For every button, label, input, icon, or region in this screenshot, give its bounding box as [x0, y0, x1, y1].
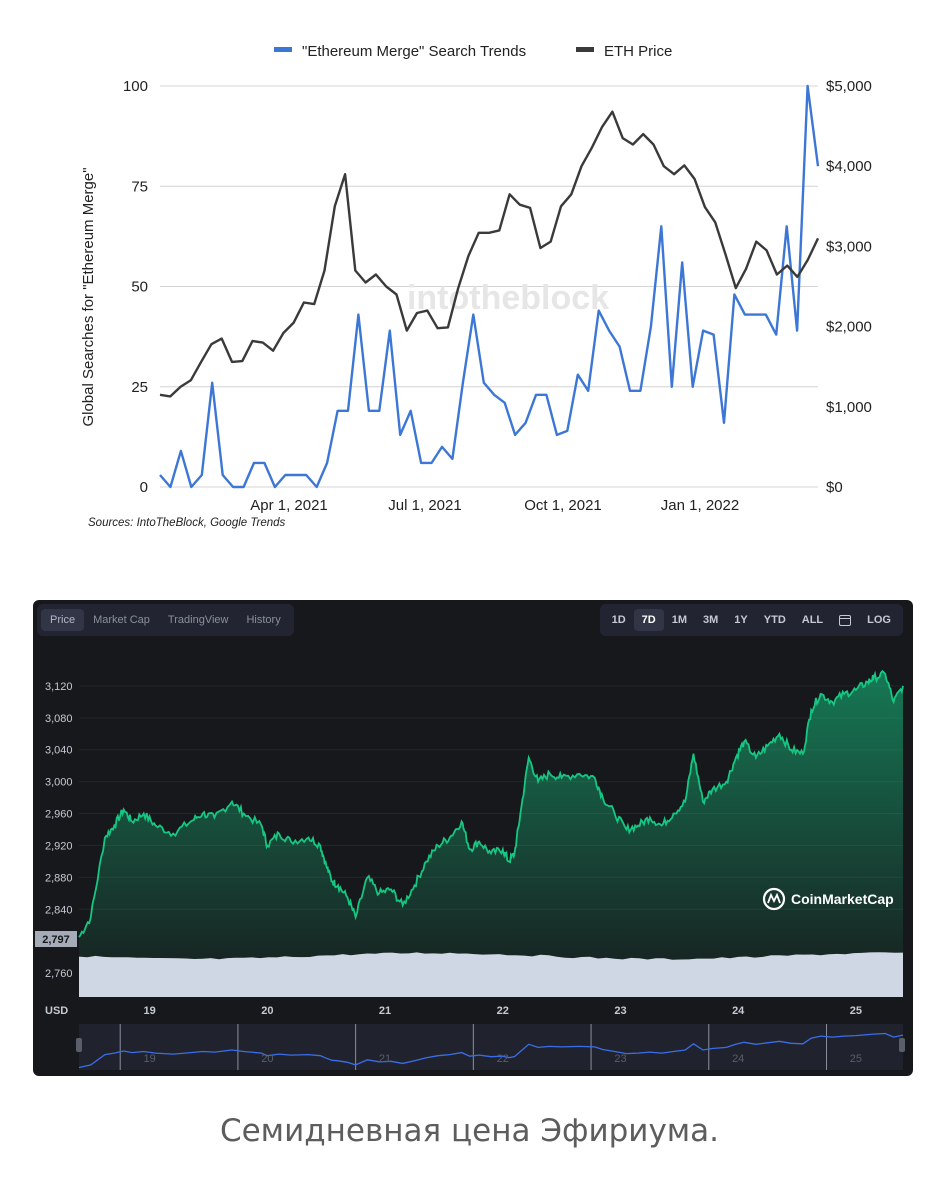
- navigator-tick-label: 23: [614, 1053, 626, 1065]
- navigator-right-handle[interactable]: [899, 1038, 905, 1052]
- source-note: Sources: IntoTheBlock, Google Trends: [88, 517, 286, 529]
- cmc-y-tick-label: 2,920: [45, 840, 73, 852]
- legend: "Ethereum Merge" Search Trends ETH Price: [274, 43, 672, 60]
- range-3m[interactable]: 3M: [703, 614, 719, 626]
- cmc-y-tick-label: 3,040: [45, 745, 73, 757]
- time-range-selector: 1D 7D 1M 3M 1Y YTD ALL LOG: [599, 604, 903, 636]
- legend-label-search: "Ethereum Merge" Search Trends: [302, 43, 526, 60]
- right-axis-ticks: $0 $1,000 $2,000 $3,000 $4,000 $5,000: [826, 78, 872, 496]
- price-marker-box: [35, 931, 77, 947]
- cmc-y-axis-ticks: 3,120 3,080 3,040 3,000 2,960 2,920 2,880 2,840…: [45, 681, 73, 980]
- navigator-line: [78, 1032, 904, 1069]
- left-tick-label: 25: [131, 379, 148, 396]
- range-1d[interactable]: 1D: [611, 614, 626, 626]
- cmc-x-tick-label: 22: [497, 1005, 509, 1017]
- cmc-x-tick-label: 25: [850, 1005, 862, 1017]
- right-tick-label: $4,000: [826, 158, 872, 175]
- coinmarketcap-widget: 3,120 3,080 3,040 3,000 2,960 2,920 2,880 2,840…: [33, 600, 913, 1076]
- range-7d[interactable]: 7D: [633, 609, 664, 631]
- navigator-day-dividers: [119, 1024, 827, 1070]
- cmc-x-tick-label: 23: [614, 1005, 626, 1017]
- x-tick-label: Jul 1, 2021: [388, 497, 461, 514]
- cmc-y-tick-label: 2,760: [45, 968, 73, 980]
- gridlines: [160, 85, 818, 488]
- cmc-x-tick-label: 20: [261, 1005, 273, 1017]
- price-marker-label: 2,797: [42, 934, 70, 946]
- cmc-y-tick-label: 3,000: [45, 777, 73, 789]
- search-trends-line: [159, 84, 820, 489]
- cmc-x-tick-label: 19: [144, 1005, 156, 1017]
- cmc-y-tick-label: 2,960: [45, 809, 73, 821]
- range-ytd[interactable]: YTD: [763, 614, 786, 626]
- tab-tradingview[interactable]: TradingView: [167, 614, 229, 626]
- legend-label-price: ETH Price: [604, 43, 672, 60]
- coinmarketcap-watermark: CoinMarketCap: [762, 887, 894, 911]
- price-line: [78, 669, 904, 938]
- cmc-x-tick-label: 21: [379, 1005, 391, 1017]
- range-1y[interactable]: 1Y: [734, 614, 748, 626]
- eth-merge-search-chart: intotheblock 0 25 50 75 100 $0 $1,000 $2,000 $3…: [80, 43, 872, 529]
- legend-swatch-search: [274, 47, 292, 52]
- current-price-marker: 2,797: [35, 931, 77, 947]
- currency-label: USD: [45, 1005, 68, 1017]
- coinmarketcap-wordmark: CoinMarketCap: [791, 891, 894, 907]
- tab-price[interactable]: Price: [41, 609, 85, 631]
- series-lines: [159, 84, 820, 489]
- x-tick-label: Oct 1, 2021: [524, 497, 602, 514]
- x-axis-ticks: Apr 1, 2021 Jul 1, 2021 Oct 1, 2021 Jan 1, …: [250, 497, 739, 514]
- navigator-left-handle[interactable]: [76, 1038, 82, 1052]
- cmc-y-tick-label: 2,880: [45, 872, 73, 884]
- x-tick-label: Apr 1, 2021: [250, 497, 328, 514]
- tab-history[interactable]: History: [246, 614, 281, 626]
- right-tick-label: $1,000: [826, 399, 872, 416]
- left-tick-label: 75: [131, 178, 148, 195]
- y-axis-label: Global Searches for "Ethereum Merge": [80, 167, 97, 426]
- right-tick-label: $5,000: [826, 78, 872, 95]
- cmc-x-axis-ticks: 19 20 21 22 23 24 25: [144, 1005, 863, 1017]
- x-tick-label: Jan 1, 2022: [661, 497, 739, 514]
- caption: Семидневная цена Эфириума.: [219, 1113, 720, 1149]
- coinmarketcap-logo-mark: [767, 892, 781, 904]
- navigator-tick-label: 21: [379, 1053, 391, 1065]
- range-1m[interactable]: 1M: [671, 614, 688, 626]
- navigator-tick-label: 24: [732, 1053, 744, 1065]
- navigator-tick-label: 19: [144, 1053, 156, 1065]
- right-tick-label: $2,000: [826, 319, 872, 336]
- chart-type-tabs: Price Market Cap TradingView History: [37, 604, 294, 636]
- navigator-tick-label: 25: [850, 1053, 862, 1065]
- cmc-y-tick-label: 3,120: [45, 681, 73, 693]
- right-tick-label: $0: [826, 479, 843, 496]
- right-tick-label: $3,000: [826, 238, 872, 255]
- range-all[interactable]: ALL: [801, 614, 824, 626]
- price-area-fill: [79, 671, 903, 997]
- coinmarketcap-logo-icon: [762, 887, 786, 911]
- navigator-tick-label: 22: [497, 1053, 509, 1065]
- intotheblock-watermark: intotheblock: [407, 279, 609, 317]
- navigator-background: [79, 1024, 903, 1070]
- navigator-tick-label: 20: [261, 1053, 273, 1065]
- navigator-ticks: 19 20 21 22 23 24 25: [144, 1053, 863, 1065]
- volume-area: [79, 952, 903, 997]
- log-toggle[interactable]: LOG: [867, 614, 891, 626]
- calendar-icon[interactable]: [839, 614, 852, 626]
- navigator[interactable]: 19 20 21 22 23 24 25: [76, 1024, 905, 1070]
- tab-market-cap[interactable]: Market Cap: [93, 614, 150, 626]
- legend-swatch-price: [576, 47, 594, 52]
- watermark-text: intotheblock: [407, 279, 609, 317]
- cmc-price-chart: 3,120 3,080 3,040 3,000 2,960 2,920 2,880 2,840…: [35, 669, 905, 1070]
- left-tick-label: 50: [131, 279, 148, 296]
- cmc-x-tick-label: 24: [732, 1005, 745, 1017]
- cmc-y-tick-label: 2,840: [45, 904, 73, 916]
- left-tick-label: 100: [123, 78, 148, 95]
- cmc-y-tick-label: 3,080: [45, 713, 73, 725]
- eth-price-line: [159, 110, 820, 398]
- left-tick-label: 0: [140, 479, 148, 496]
- left-axis-ticks: 0 25 50 75 100: [123, 78, 148, 496]
